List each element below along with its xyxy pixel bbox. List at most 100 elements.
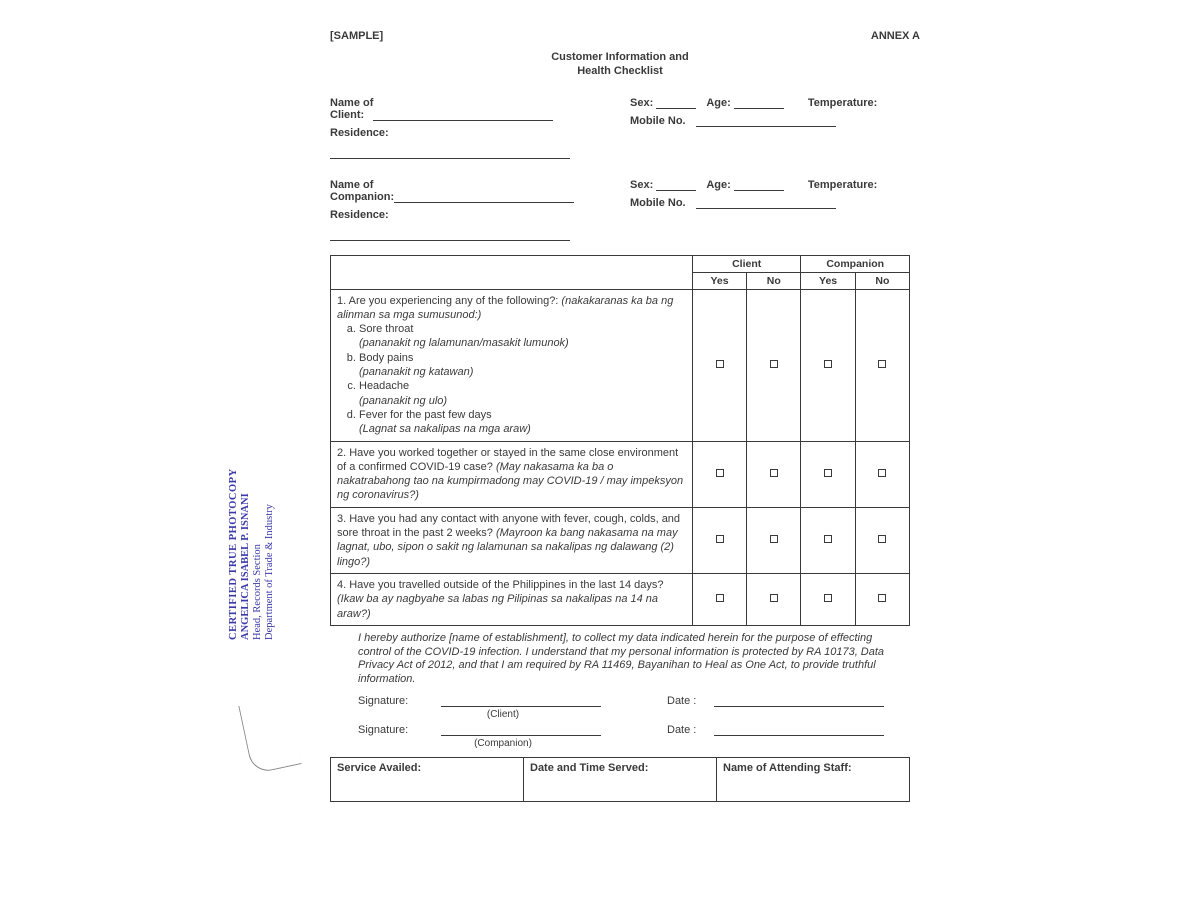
- checkbox-icon: [770, 594, 778, 602]
- companion-yes-checkbox[interactable]: [801, 507, 855, 573]
- question-row: 3. Have you had any contact with anyone …: [331, 507, 910, 573]
- signature-label-2: Signature:: [358, 724, 423, 736]
- companion-temp-label: Temperature:: [808, 179, 877, 191]
- authorization-text: I hereby authorize [name of establishmen…: [358, 632, 902, 687]
- client-age-field[interactable]: [734, 97, 784, 109]
- client-no-checkbox[interactable]: [747, 507, 801, 573]
- companion-no-checkbox[interactable]: [855, 573, 909, 625]
- checkbox-icon: [824, 594, 832, 602]
- question-cell: 4. Have you travelled outside of the Phi…: [331, 573, 693, 625]
- client-residence-label: Residence:: [330, 127, 389, 139]
- client-residence-field[interactable]: [330, 147, 570, 159]
- attending-staff-cell[interactable]: Name of Attending Staff:: [717, 757, 910, 801]
- companion-info-block: Name of Companion: Residence: Sex: Age: …: [330, 179, 910, 241]
- sample-tag: [SAMPLE]: [330, 30, 383, 42]
- checkbox-icon: [878, 535, 886, 543]
- checkbox-icon: [878, 360, 886, 368]
- checkbox-icon: [878, 594, 886, 602]
- client-no-header: No: [747, 272, 801, 289]
- companion-sex-label: Sex:: [630, 179, 653, 191]
- client-temp-label: Temperature:: [808, 97, 877, 109]
- client-sex-field[interactable]: [656, 97, 696, 109]
- checkbox-icon: [770, 360, 778, 368]
- checkbox-icon: [716, 360, 724, 368]
- stamp-name: ANGELICA ISABEL P. ISNANI: [240, 468, 252, 640]
- companion-mobile-label: Mobile No.: [630, 197, 686, 209]
- title-line-1: Customer Information and: [551, 51, 689, 63]
- client-name-label: Name of Client:: [330, 97, 373, 121]
- client-no-checkbox[interactable]: [747, 573, 801, 625]
- title-line-2: Health Checklist: [577, 65, 663, 77]
- stamp-dept: Department of Trade & Industry: [264, 468, 276, 640]
- client-yes-header: Yes: [692, 272, 746, 289]
- checkbox-icon: [770, 535, 778, 543]
- companion-age-field[interactable]: [734, 179, 784, 191]
- service-table: Service Availed: Date and Time Served: N…: [330, 757, 910, 802]
- form-title: Customer Information and Health Checklis…: [330, 50, 910, 79]
- companion-signature-sub: (Companion): [423, 738, 583, 749]
- date-label-1: Date :: [667, 695, 696, 707]
- companion-yes-checkbox[interactable]: [801, 573, 855, 625]
- client-yes-checkbox[interactable]: [692, 441, 746, 507]
- client-yes-checkbox[interactable]: [692, 507, 746, 573]
- client-signature-sub: (Client): [423, 709, 583, 720]
- companion-yes-checkbox[interactable]: [801, 441, 855, 507]
- companion-age-label: Age:: [706, 179, 730, 191]
- client-mobile-label: Mobile No.: [630, 115, 686, 127]
- checkbox-icon: [716, 594, 724, 602]
- client-signature-row: Signature: Date :: [358, 695, 910, 707]
- question-row: 2. Have you worked together or stayed in…: [331, 441, 910, 507]
- companion-name-label: Name of Companion:: [330, 179, 394, 203]
- checkbox-icon: [878, 469, 886, 477]
- client-date-field[interactable]: [714, 695, 884, 707]
- question-row: 1. Are you experiencing any of the follo…: [331, 289, 910, 441]
- companion-column-header: Companion: [801, 255, 910, 272]
- stamp-role: Head, Records Section: [252, 468, 264, 640]
- health-questions-table: Client Companion Yes No Yes No 1. Are yo…: [330, 255, 910, 626]
- top-header-row: [SAMPLE] ANNEX A: [330, 30, 910, 42]
- companion-yes-header: Yes: [801, 272, 855, 289]
- question-column-header: [331, 255, 693, 289]
- companion-no-checkbox[interactable]: [855, 441, 909, 507]
- client-mobile-field[interactable]: [696, 115, 836, 127]
- companion-signature-field[interactable]: [441, 724, 601, 736]
- checkbox-icon: [824, 469, 832, 477]
- companion-no-checkbox[interactable]: [855, 289, 909, 441]
- checkbox-icon: [824, 360, 832, 368]
- client-yes-checkbox[interactable]: [692, 573, 746, 625]
- companion-date-field[interactable]: [714, 724, 884, 736]
- client-signature-field[interactable]: [441, 695, 601, 707]
- stamp-certified-line: CERTIFIED TRUE PHOTOCOPY: [228, 468, 240, 640]
- question-cell: 3. Have you had any contact with anyone …: [331, 507, 693, 573]
- client-name-field[interactable]: [373, 109, 553, 121]
- client-age-label: Age:: [706, 97, 730, 109]
- certification-stamp: CERTIFIED TRUE PHOTOCOPY ANGELICA ISABEL…: [228, 468, 276, 640]
- companion-mobile-field[interactable]: [696, 197, 836, 209]
- companion-sex-field[interactable]: [656, 179, 696, 191]
- companion-yes-checkbox[interactable]: [801, 289, 855, 441]
- companion-residence-label: Residence:: [330, 209, 389, 221]
- date-time-served-cell[interactable]: Date and Time Served:: [524, 757, 717, 801]
- checkbox-icon: [770, 469, 778, 477]
- companion-signature-row: Signature: Date :: [358, 724, 910, 736]
- client-column-header: Client: [692, 255, 801, 272]
- question-row: 4. Have you travelled outside of the Phi…: [331, 573, 910, 625]
- question-cell: 2. Have you worked together or stayed in…: [331, 441, 693, 507]
- companion-name-field[interactable]: [394, 191, 574, 203]
- companion-residence-field[interactable]: [330, 229, 570, 241]
- companion-no-checkbox[interactable]: [855, 507, 909, 573]
- client-info-block: Name of Client: Residence: Sex: Age: Tem…: [330, 97, 910, 159]
- service-availed-cell[interactable]: Service Availed:: [331, 757, 524, 801]
- signature-label-1: Signature:: [358, 695, 423, 707]
- companion-no-header: No: [855, 272, 909, 289]
- annex-tag: ANNEX A: [751, 30, 920, 42]
- client-no-checkbox[interactable]: [747, 289, 801, 441]
- client-yes-checkbox[interactable]: [692, 289, 746, 441]
- signature-squiggle-icon: [238, 696, 301, 775]
- date-label-2: Date :: [667, 724, 696, 736]
- client-no-checkbox[interactable]: [747, 441, 801, 507]
- checkbox-icon: [716, 469, 724, 477]
- checkbox-icon: [716, 535, 724, 543]
- form-page: [SAMPLE] ANNEX A Customer Information an…: [330, 30, 910, 802]
- client-sex-label: Sex:: [630, 97, 653, 109]
